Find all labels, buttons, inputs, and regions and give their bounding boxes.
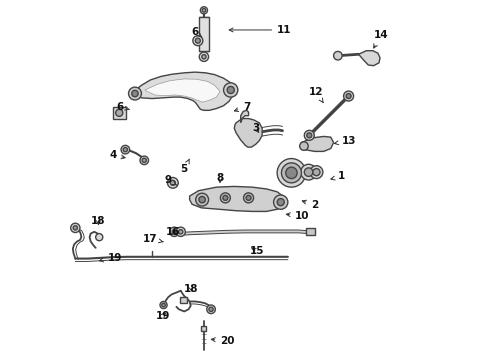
Circle shape [132, 90, 138, 97]
Circle shape [313, 168, 320, 176]
Circle shape [162, 303, 165, 307]
Circle shape [196, 193, 209, 206]
Bar [199, 18, 209, 51]
Circle shape [199, 197, 205, 203]
Circle shape [346, 94, 351, 99]
Polygon shape [234, 118, 262, 147]
Circle shape [301, 164, 317, 180]
Text: 8: 8 [217, 173, 223, 183]
Circle shape [140, 156, 148, 165]
Circle shape [281, 163, 301, 183]
Text: 6: 6 [192, 27, 201, 37]
Circle shape [71, 223, 80, 233]
Text: 3: 3 [252, 123, 259, 133]
Text: 18: 18 [91, 216, 106, 226]
Bar [201, 326, 206, 332]
Circle shape [202, 55, 206, 59]
Circle shape [202, 9, 206, 12]
Circle shape [193, 36, 203, 46]
Circle shape [227, 86, 234, 94]
Polygon shape [132, 72, 234, 111]
Text: 20: 20 [211, 336, 235, 346]
Text: 5: 5 [181, 159, 190, 174]
Circle shape [160, 301, 167, 309]
Circle shape [300, 142, 308, 150]
Text: 1: 1 [331, 171, 345, 181]
Text: 12: 12 [309, 87, 324, 103]
Circle shape [142, 158, 147, 162]
Circle shape [200, 7, 207, 14]
Polygon shape [300, 136, 334, 152]
Circle shape [246, 195, 251, 201]
Bar [113, 107, 126, 119]
Bar [306, 228, 315, 235]
Circle shape [223, 195, 228, 201]
Circle shape [199, 52, 209, 62]
Circle shape [121, 145, 130, 154]
Text: 17: 17 [143, 234, 163, 244]
Circle shape [343, 91, 354, 101]
Circle shape [244, 193, 253, 203]
Circle shape [304, 168, 313, 176]
Text: 2: 2 [302, 200, 318, 210]
Circle shape [171, 180, 175, 185]
Circle shape [96, 234, 103, 241]
Text: 4: 4 [109, 150, 125, 160]
Text: 16: 16 [166, 227, 180, 237]
Circle shape [209, 307, 213, 311]
Circle shape [286, 167, 297, 179]
Circle shape [128, 87, 142, 100]
Circle shape [307, 133, 312, 138]
Text: 14: 14 [373, 30, 388, 48]
Text: 6: 6 [116, 102, 129, 112]
Circle shape [334, 51, 342, 60]
Circle shape [178, 230, 183, 234]
Circle shape [310, 166, 323, 179]
Circle shape [170, 227, 179, 237]
Circle shape [273, 195, 288, 209]
Circle shape [223, 83, 238, 97]
Circle shape [73, 226, 77, 230]
Circle shape [176, 227, 185, 237]
Circle shape [168, 177, 178, 188]
Text: 15: 15 [250, 247, 265, 256]
Circle shape [220, 193, 230, 203]
Text: 9: 9 [165, 175, 177, 185]
Polygon shape [172, 230, 309, 236]
Circle shape [207, 305, 215, 314]
Polygon shape [241, 111, 248, 123]
Circle shape [304, 130, 314, 140]
Text: 11: 11 [229, 25, 292, 35]
Text: 19: 19 [156, 311, 170, 321]
Text: 13: 13 [335, 136, 356, 146]
Bar [180, 297, 187, 302]
Circle shape [123, 148, 127, 152]
Circle shape [277, 199, 284, 206]
Circle shape [116, 109, 123, 116]
Text: 7: 7 [234, 102, 250, 112]
Circle shape [196, 38, 200, 43]
Polygon shape [190, 186, 284, 211]
Polygon shape [145, 79, 220, 102]
Text: 19: 19 [99, 253, 122, 263]
Polygon shape [359, 51, 380, 66]
Circle shape [172, 230, 176, 234]
Text: 10: 10 [286, 211, 310, 221]
Text: 18: 18 [184, 284, 198, 294]
Circle shape [277, 158, 306, 187]
